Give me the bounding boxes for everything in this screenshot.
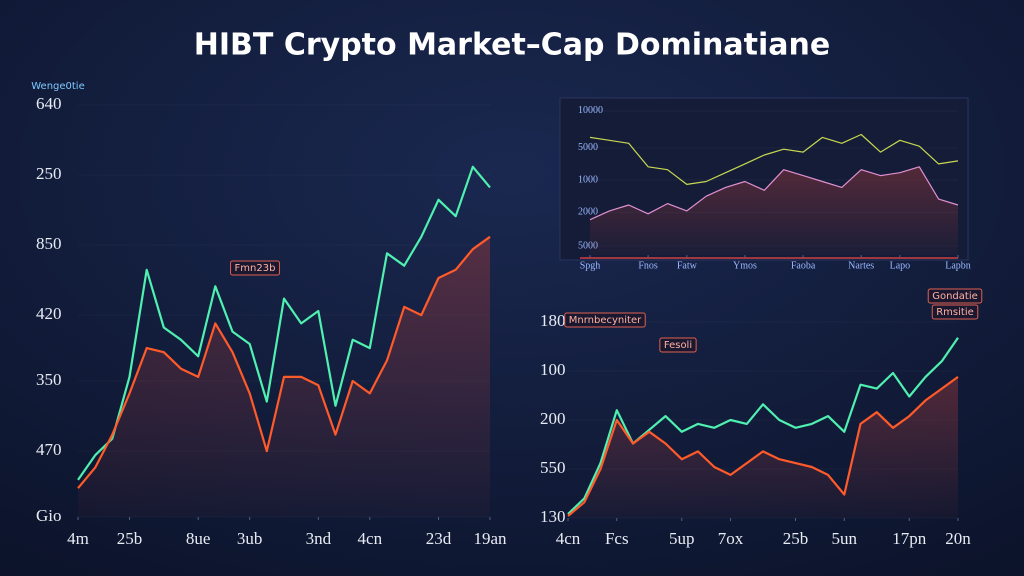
annotation: Fesoli (664, 340, 692, 351)
y-tick-label: 5000 (578, 240, 598, 251)
annotation-box (230, 260, 280, 276)
y-tick-label: 10000 (578, 105, 603, 116)
x-tick-label: 4cn (556, 529, 581, 548)
line (77, 165, 491, 481)
x-tick-label: Lapbn (945, 260, 971, 271)
y-tick-label: Gio (36, 506, 62, 525)
x-tick-label: 5up (669, 529, 695, 548)
y-tick-label: 180 (540, 311, 566, 330)
x-tick-label: 19an (473, 529, 507, 548)
annotation-box (927, 288, 983, 304)
y-tick-label: 130 (540, 507, 566, 526)
line (589, 166, 959, 221)
y-tick-label: 850 (36, 234, 62, 253)
annotation-box (659, 337, 697, 353)
line (77, 235, 491, 489)
line (567, 376, 959, 517)
x-tick-label: Spgh (580, 260, 601, 271)
annotation: Gondatie (932, 291, 978, 302)
x-tick-label: 3ub (237, 529, 263, 548)
annotation: Rmsitie (936, 307, 974, 318)
annotation: Fmn23b (235, 263, 276, 274)
y-tick-label: 640 (36, 94, 62, 113)
x-tick-label: 8ue (186, 529, 211, 548)
x-tick-label: 5un (832, 529, 858, 548)
x-tick-label: 25b (117, 529, 143, 548)
area (568, 376, 958, 518)
x-tick-label: 25b (783, 529, 809, 548)
axis-label: Wenge0tie (31, 81, 85, 92)
x-tick-label: Lapo (890, 260, 911, 271)
x-tick-label: 4m (67, 529, 89, 548)
x-tick-label: Fcs (605, 529, 629, 548)
x-tick-label: 23d (426, 529, 452, 548)
line (589, 133, 959, 185)
y-tick-label: 250 (36, 164, 62, 183)
y-tick-label: 550 (540, 458, 566, 477)
y-tick-label: 1000 (578, 174, 598, 185)
x-tick-label: Nartes (848, 260, 874, 271)
x-tick-label: 17pn (892, 529, 927, 548)
y-tick-label: 5000 (578, 142, 598, 153)
x-tick-label: Fatw (677, 260, 698, 271)
x-tick-label: Faoba (791, 260, 816, 271)
x-tick-label: Fnos (638, 260, 658, 271)
y-tick-label: 350 (36, 370, 62, 389)
y-tick-label: 470 (36, 440, 62, 459)
y-tick-label: 2000 (578, 207, 598, 218)
y-tick-label: 100 (540, 360, 566, 379)
x-tick-label: Ymos (733, 260, 757, 271)
y-tick-label: 200 (540, 409, 566, 428)
y-tick-label: 420 (36, 304, 62, 323)
x-tick-label: 4cn (358, 529, 383, 548)
x-tick-label: 3nd (306, 529, 332, 548)
annotation-box (564, 312, 646, 328)
x-tick-label: 20n (945, 529, 971, 548)
x-tick-label: 7ox (718, 529, 744, 548)
area (590, 166, 958, 255)
annotation: Mnrnbecyniter (569, 315, 642, 326)
title: HIBT Crypto Market–Cap Dominatiane (194, 28, 830, 63)
annotation-box (931, 304, 979, 320)
